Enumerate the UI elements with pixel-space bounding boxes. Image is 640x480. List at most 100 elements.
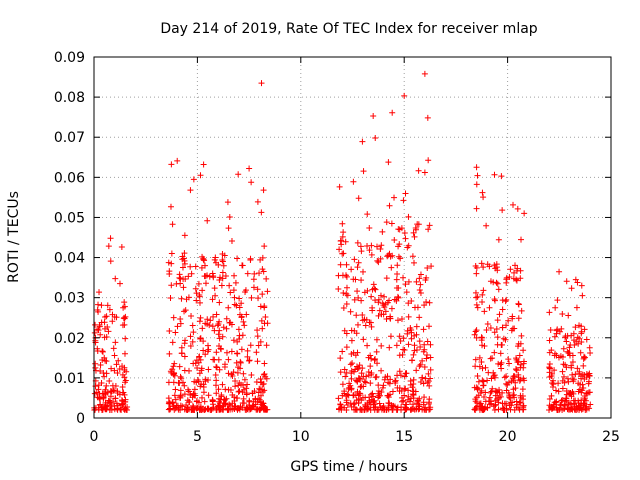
data-point [410, 351, 417, 358]
data-point [577, 404, 584, 411]
data-point [394, 317, 401, 324]
data-point [113, 361, 120, 368]
data-point [425, 378, 432, 385]
data-point [216, 335, 223, 342]
data-point [405, 341, 412, 348]
data-point [340, 250, 347, 257]
data-point [416, 314, 423, 321]
data-point [380, 403, 387, 410]
data-point [368, 251, 375, 258]
data-point [103, 382, 110, 389]
data-point [263, 275, 270, 282]
data-point [375, 382, 382, 389]
data-point [259, 291, 266, 298]
data-point [483, 327, 490, 334]
data-point [572, 324, 579, 331]
data-point [582, 406, 589, 413]
data-point [220, 262, 227, 269]
data-point [196, 370, 203, 377]
data-point [219, 269, 226, 276]
data-point [491, 171, 498, 178]
y-tick-label: 0.07 [54, 130, 85, 146]
data-point [238, 300, 245, 307]
data-point [353, 363, 360, 370]
data-point [109, 318, 116, 325]
data-point [216, 299, 223, 306]
data-point [396, 226, 403, 233]
data-point [427, 341, 434, 348]
data-point [187, 333, 194, 340]
data-point [414, 221, 421, 228]
data-point [484, 320, 491, 327]
y-tick-label: 0.03 [54, 291, 85, 307]
data-point [225, 370, 232, 377]
data-point [414, 397, 421, 404]
data-point [401, 346, 408, 353]
data-point [231, 403, 238, 410]
data-point [574, 365, 581, 372]
data-point [371, 401, 378, 408]
x-tick-label: 5 [193, 429, 202, 445]
data-point [378, 367, 385, 374]
data-point [546, 364, 553, 371]
data-point [244, 381, 251, 388]
data-point [223, 325, 230, 332]
data-point [520, 360, 527, 367]
data-point [221, 361, 228, 368]
data-point [389, 406, 396, 413]
data-point [386, 344, 393, 351]
data-point [402, 406, 409, 413]
data-point [518, 236, 525, 243]
data-point [166, 400, 173, 407]
data-point [200, 347, 207, 354]
data-point [202, 376, 209, 383]
data-point [205, 366, 212, 373]
data-point [217, 345, 224, 352]
data-point [121, 299, 128, 306]
data-point [482, 389, 489, 396]
data-point [112, 275, 119, 282]
data-point [174, 323, 181, 330]
data-point [404, 396, 411, 403]
data-point [112, 395, 119, 402]
data-point [576, 370, 583, 377]
data-point [360, 336, 367, 343]
data-point [254, 358, 261, 365]
data-point [92, 364, 99, 371]
data-point [360, 168, 367, 175]
data-point [112, 383, 119, 390]
data-point [354, 321, 361, 328]
data-point [219, 258, 226, 265]
data-point [553, 398, 560, 405]
data-point [111, 367, 118, 374]
data-point [424, 351, 431, 358]
data-point [419, 374, 426, 381]
data-point [555, 380, 562, 387]
data-point [176, 363, 183, 370]
data-point [104, 302, 111, 309]
data-point [513, 277, 520, 284]
data-point [515, 371, 522, 378]
data-point [177, 373, 184, 380]
data-point [378, 342, 385, 349]
data-point [225, 405, 232, 412]
data-point [419, 357, 426, 364]
data-point [349, 360, 356, 367]
notable-point [107, 235, 114, 242]
data-point [339, 392, 346, 399]
data-point [260, 268, 267, 275]
data-point [491, 372, 498, 379]
data-point [511, 269, 518, 276]
data-point [240, 382, 247, 389]
data-point [383, 219, 390, 226]
data-point [427, 375, 434, 382]
data-point [355, 259, 362, 266]
data-point [405, 213, 412, 220]
data-point [94, 348, 101, 355]
x-tick-label: 15 [395, 429, 413, 445]
data-point [426, 323, 433, 330]
data-point [202, 406, 209, 413]
data-point [345, 385, 352, 392]
data-point [427, 354, 434, 361]
